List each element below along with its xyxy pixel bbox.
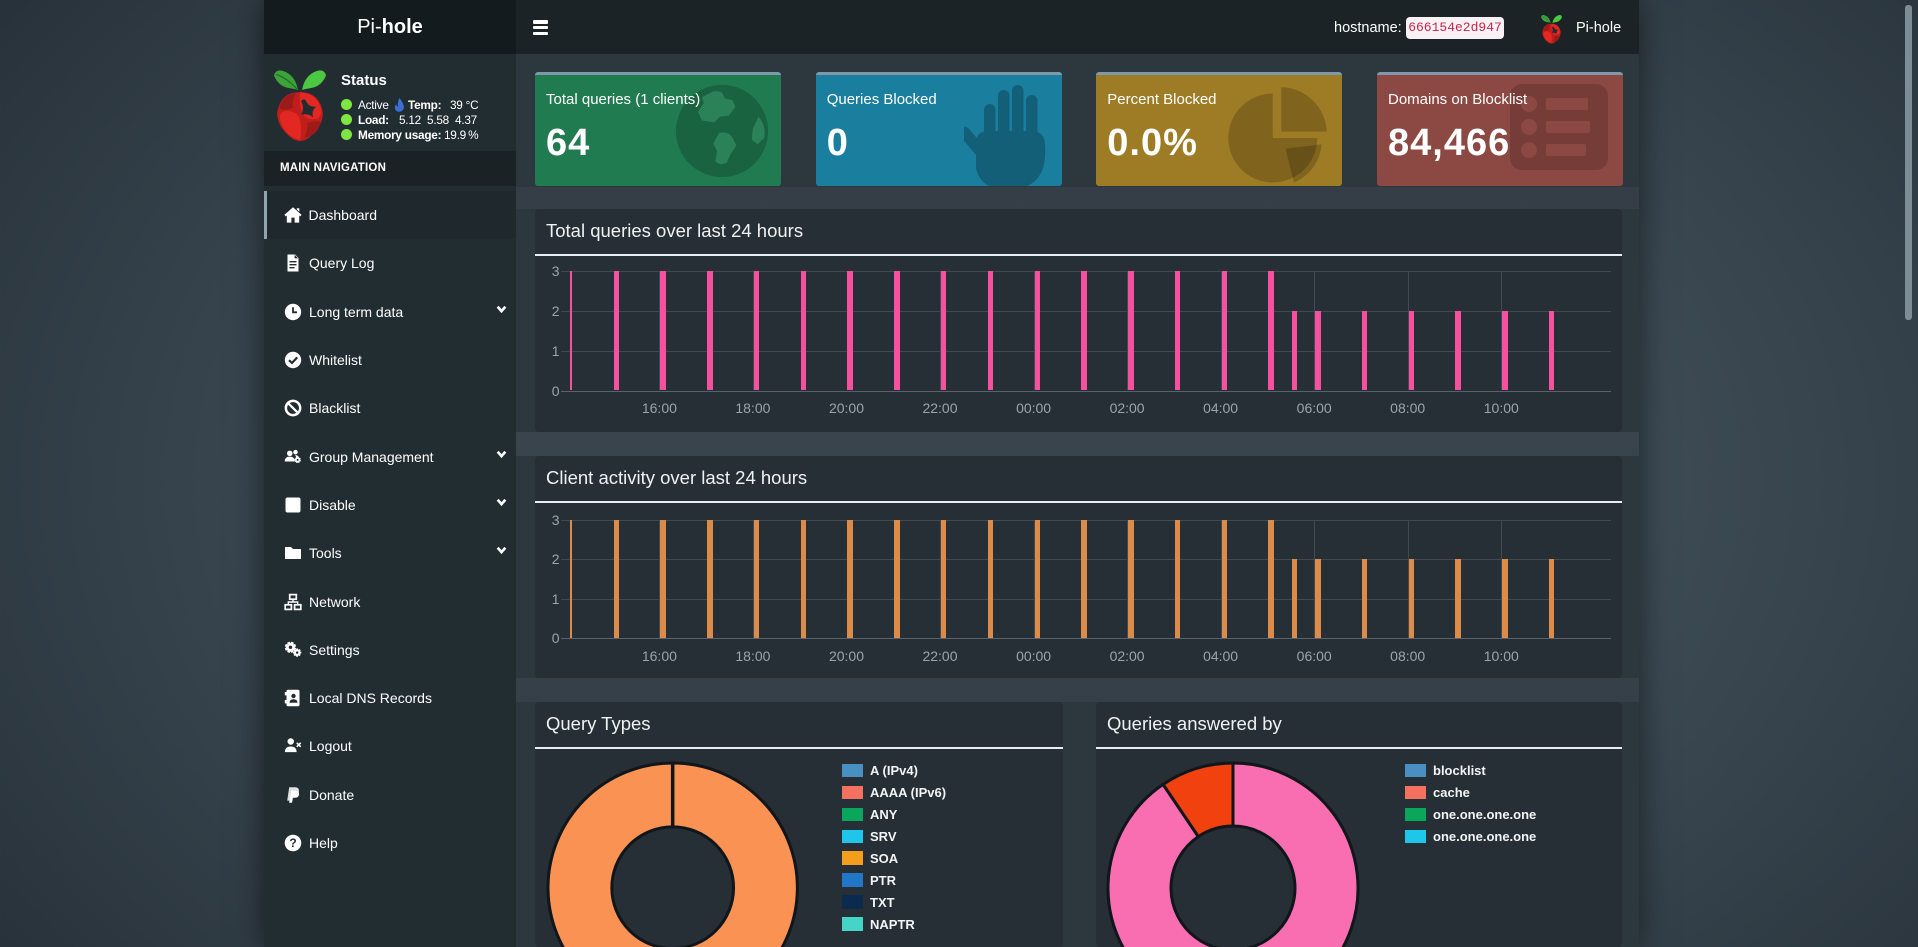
svg-text:?: ? — [289, 836, 296, 850]
